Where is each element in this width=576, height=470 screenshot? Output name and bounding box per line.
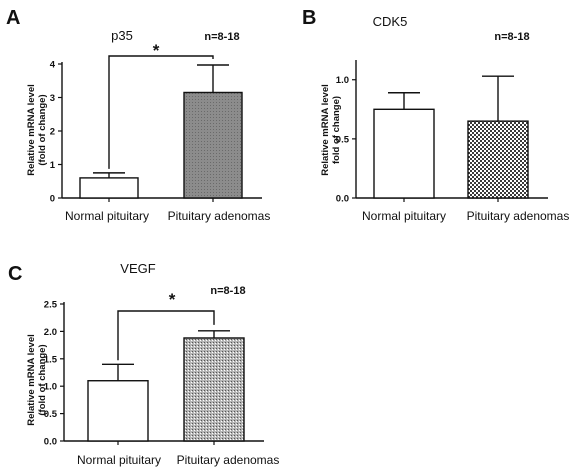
category-label: Pituitary adenomas — [168, 209, 271, 223]
sample-size-label: n=8-18 — [204, 31, 239, 43]
y-axis-label: Relative mRNA level — [26, 334, 37, 426]
y-tick-label: 0.5 — [336, 134, 350, 145]
significance-star: * — [169, 290, 176, 309]
bar-normal-pituitary — [373, 108, 435, 199]
significance-bracket — [117, 310, 215, 361]
panel-letter: C — [8, 263, 22, 285]
significance-star: * — [153, 41, 160, 60]
y-axis-label: (fold of change) — [37, 94, 48, 165]
bar-pituitary-adenomas — [183, 337, 245, 442]
bar-normal-pituitary — [79, 177, 139, 199]
y-tick-label: 2.0 — [44, 327, 57, 338]
category-label: Normal pituitary — [77, 453, 161, 467]
y-tick-label: 0 — [50, 194, 55, 205]
y-tick-label: 2 — [50, 127, 55, 138]
y-tick-label: 0.0 — [44, 437, 57, 448]
y-axis-label: fold of change) — [331, 96, 342, 164]
category-label: Normal pituitary — [65, 209, 149, 223]
y-tick-label: 3 — [50, 93, 55, 104]
y-tick-label: 2.5 — [44, 300, 58, 311]
chart-title: p35 — [111, 28, 133, 43]
y-axis-label: Relative mRNA level — [320, 84, 331, 176]
y-axis-label: (fold of change) — [37, 344, 48, 415]
category-label: Pituitary adenomas — [467, 209, 570, 223]
category-label: Pituitary adenomas — [177, 453, 280, 467]
bar-pituitary-adenomas — [467, 120, 529, 199]
chart-panel-b: B CDK5 n=8-18 Relative mRNA level fold of ch… — [302, 7, 569, 223]
y-tick-label: 1.5 — [44, 354, 58, 365]
y-tick-label: 4 — [50, 60, 56, 71]
chart-title: VEGF — [120, 261, 155, 276]
y-tick-label: 1 — [50, 160, 56, 171]
significance-bracket — [108, 55, 214, 169]
y-tick-label: 1.0 — [44, 382, 57, 393]
y-tick-label: 1.0 — [336, 75, 349, 86]
panel-letter: B — [302, 7, 316, 29]
category-label: Normal pituitary — [362, 209, 446, 223]
y-axis-label: Relative mRNA level — [26, 84, 37, 176]
chart-title: CDK5 — [373, 14, 408, 29]
chart-panel-c: C VEGF n=8-18 Relative mRNA level (fold of c… — [8, 261, 279, 467]
sample-size-label: n=8-18 — [210, 285, 245, 297]
sample-size-label: n=8-18 — [494, 31, 529, 43]
panel-letter: A — [6, 7, 20, 29]
bar-normal-pituitary — [87, 380, 149, 442]
y-tick-label: 0.0 — [336, 194, 349, 205]
y-tick-label: 0.5 — [44, 409, 58, 420]
bar-pituitary-adenomas — [183, 91, 243, 199]
